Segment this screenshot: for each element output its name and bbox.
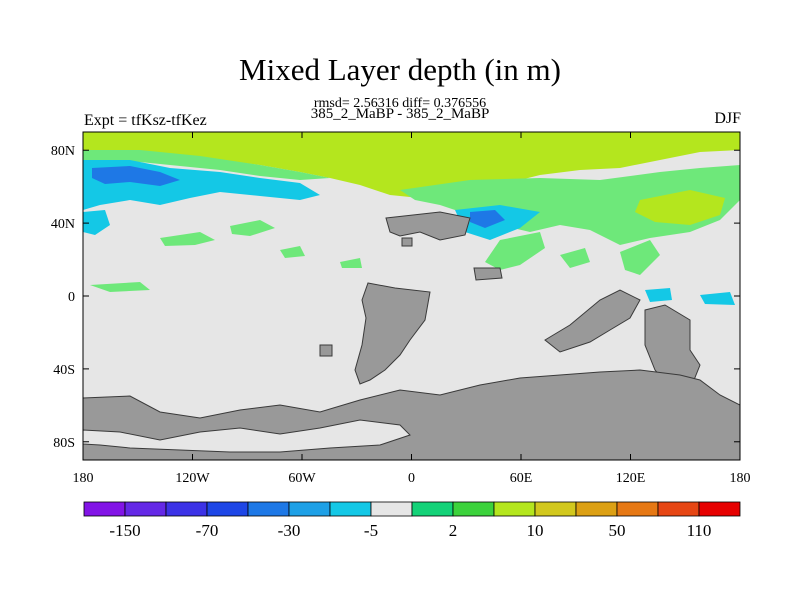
page-title: Mixed Layer depth (in m) xyxy=(239,52,561,87)
colorbar-swatch xyxy=(165,501,208,517)
green-mid-4 xyxy=(340,258,362,268)
lime-north-3 xyxy=(635,190,725,225)
green-mid-2 xyxy=(230,220,275,236)
land-australia xyxy=(644,304,701,389)
lon-tick-label: 120W xyxy=(175,471,210,486)
green-mid-6 xyxy=(620,240,660,275)
colorbar-swatch xyxy=(452,501,495,517)
land-north-africa xyxy=(385,211,471,241)
experiment-label: Expt = tfKsz-tfKez xyxy=(84,112,207,129)
colorbar-swatch xyxy=(698,501,741,517)
lon-tick-label: 120E xyxy=(616,471,646,486)
colorbar-label: 110 xyxy=(687,521,712,540)
arctic-band-green xyxy=(83,150,330,180)
blue-north-3 xyxy=(470,210,505,228)
colorbar-swatch xyxy=(124,501,167,517)
land-africa-south xyxy=(544,289,641,353)
longitude-axis: 180 120W 60W 0 60E 120E 180 xyxy=(73,132,751,486)
colorbar-swatch xyxy=(370,501,413,517)
colorbar-label: 50 xyxy=(609,521,626,540)
cyan-tropics-1 xyxy=(645,288,672,302)
latitude-axis: 80N 40N 0 40S 80S xyxy=(51,144,740,451)
season-label: DJF xyxy=(714,110,741,127)
blue-north-1 xyxy=(92,166,180,186)
land-antarctic-notch xyxy=(83,419,411,453)
green-mid-1 xyxy=(160,232,215,246)
lon-tick-label: 180 xyxy=(730,471,751,486)
colorbar-swatch xyxy=(616,501,659,517)
green-mid-5 xyxy=(485,232,545,270)
lat-tick-label: 80S xyxy=(53,436,75,451)
colorbar-label: -5 xyxy=(364,521,378,540)
colorbar-swatch xyxy=(247,501,290,517)
colorbar-label: -150 xyxy=(109,521,140,540)
cyan-tropics-2 xyxy=(700,292,735,305)
green-mid-7 xyxy=(560,248,590,268)
colorbar-label: -70 xyxy=(196,521,219,540)
map-panel xyxy=(83,132,740,460)
land-masks xyxy=(83,211,740,460)
colorbar-swatch xyxy=(534,501,577,517)
stats-subtitle: rmsd= 2.56316 diff= 0.376556 xyxy=(313,96,487,111)
colorbar-swatch xyxy=(329,501,372,517)
green-tropics-1 xyxy=(90,282,150,292)
colorbar-swatch xyxy=(206,501,249,517)
colorbar-swatch xyxy=(411,501,454,517)
lat-tick-label: 0 xyxy=(68,290,75,305)
colorbar-swatch xyxy=(493,501,536,517)
lat-tick-label: 40S xyxy=(53,363,75,378)
case-label: 385_2_MaBP - 385_2_MaBP xyxy=(310,106,490,122)
colorbar-swatch xyxy=(83,501,126,517)
land-island-3 xyxy=(401,237,413,247)
cyan-north-2 xyxy=(83,210,110,235)
land-island-2 xyxy=(473,267,503,281)
lat-tick-label: 40N xyxy=(51,217,75,232)
arctic-band xyxy=(83,132,740,198)
colorbar-label: 10 xyxy=(527,521,544,540)
colorbar-label: -30 xyxy=(278,521,301,540)
colorbar-label: 2 xyxy=(449,521,458,540)
lon-tick-label: 60W xyxy=(288,471,316,486)
lon-tick-label: 60E xyxy=(510,471,533,486)
green-north-3 xyxy=(400,165,740,245)
colorbar-swatch xyxy=(288,501,331,517)
green-mid-3 xyxy=(280,246,305,258)
lon-tick-label: 0 xyxy=(408,471,415,486)
colorbar-swatch xyxy=(575,501,618,517)
lon-tick-label: 180 xyxy=(73,471,94,486)
colorbar: -150 -70 -30 -5 2 10 50 110 xyxy=(83,501,741,540)
land-south-america xyxy=(354,282,431,385)
lat-tick-label: 80N xyxy=(51,144,75,159)
land-island-1 xyxy=(319,344,333,357)
colorbar-swatch xyxy=(657,501,700,517)
